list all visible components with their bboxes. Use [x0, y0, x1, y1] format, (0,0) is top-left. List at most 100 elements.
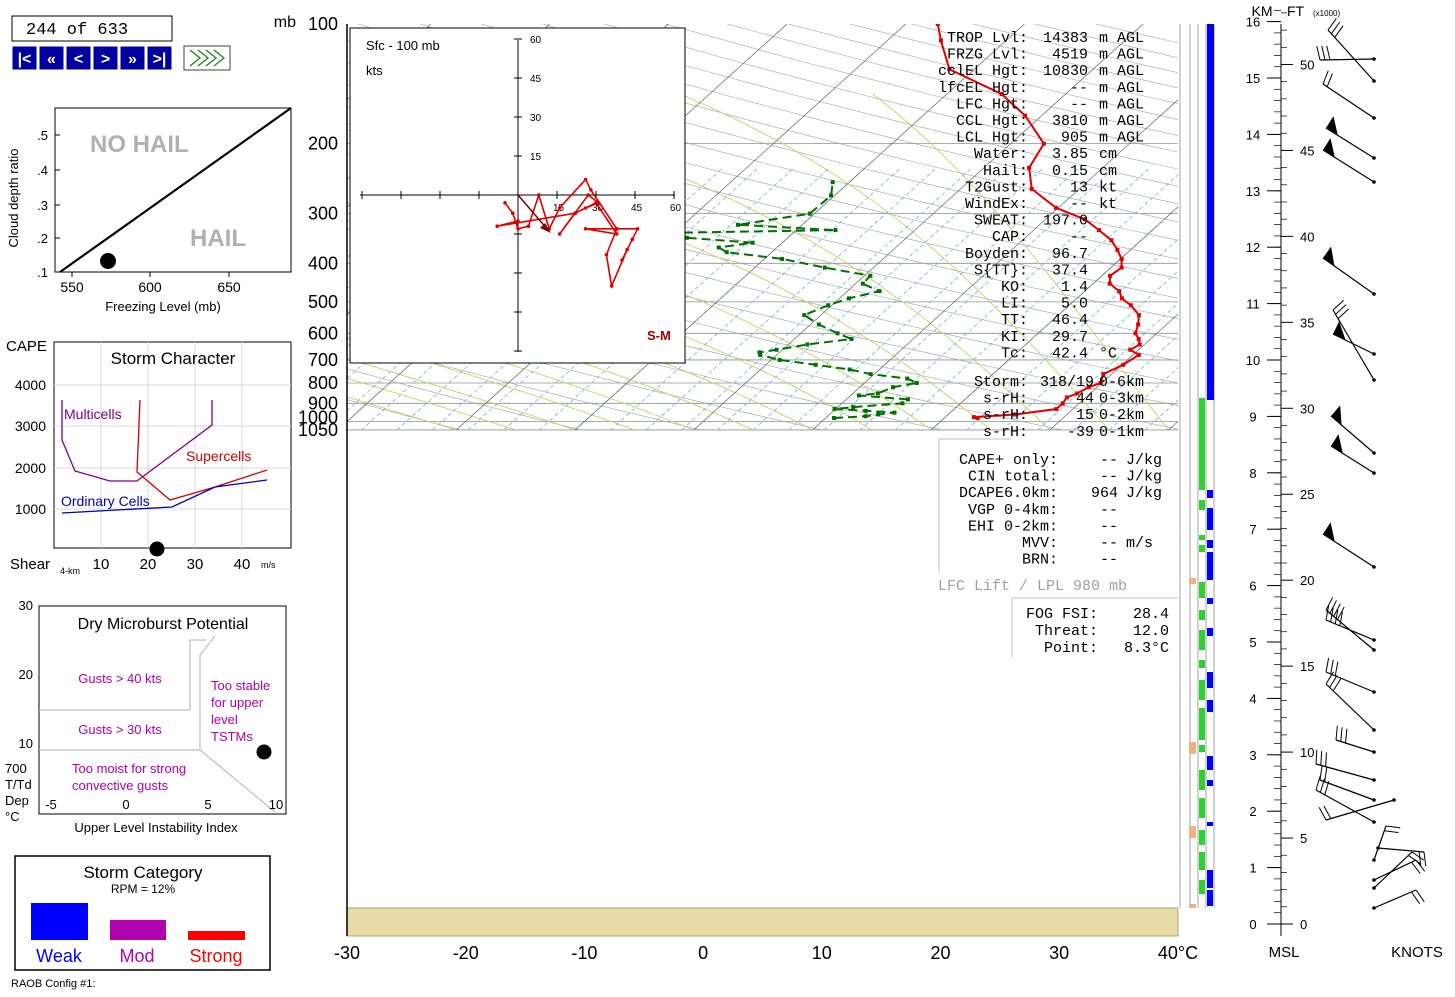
temperature-point: [1119, 265, 1124, 270]
temperature-point: [1101, 372, 1106, 377]
cape-axis-label: CAPE: [6, 338, 47, 355]
index-label: Storm:: [974, 374, 1028, 391]
index-value: --: [1070, 196, 1088, 213]
temperature-point: [1086, 385, 1091, 390]
multicells-boundary: [61, 400, 213, 482]
shear-axis-label: Shear: [10, 556, 50, 573]
gusts-30-label: Gusts > 30 kts: [78, 722, 162, 737]
next-button[interactable]: [92, 45, 119, 71]
wind-barb-feather: [1334, 661, 1339, 676]
index-value: -39: [1067, 424, 1094, 441]
wind-barb-point: [1372, 798, 1376, 802]
index-value: 13: [1070, 179, 1088, 196]
cape-tick: 4000: [15, 377, 46, 393]
index-label: EHI 0-2km:: [968, 518, 1058, 535]
dewpoint-point: [758, 352, 763, 357]
hodograph-point: [589, 188, 593, 192]
microburst-panel: Dry Microburst Potential Gusts > 40 kts …: [5, 598, 287, 835]
index-label: Tc:: [1001, 345, 1028, 362]
storm-motion-arrowhead: [540, 223, 551, 233]
ft-tick-label: 20: [1300, 573, 1314, 588]
gusts-40-label: Gusts > 40 kts: [78, 671, 162, 686]
wind-barb-feather: [1325, 597, 1334, 611]
cloud-bar-green: [1199, 682, 1205, 686]
index-label: Water:: [974, 146, 1028, 163]
wind-barb-shaft: [1330, 445, 1375, 474]
index-unit: cm: [1099, 163, 1117, 180]
dewpoint-point: [846, 296, 851, 301]
fog-value: 28.4: [1133, 606, 1169, 623]
index-label: SWEAT:: [974, 213, 1028, 230]
km-tick-label: 6: [1249, 579, 1256, 594]
wind-barb-feather: [1325, 605, 1330, 621]
multicells-label: Multicells: [64, 406, 122, 422]
index-value: 14383: [1043, 30, 1088, 47]
cloud-bar-green: [1199, 890, 1205, 894]
cloud-bar-green: [1199, 852, 1205, 870]
dewpoint-point: [826, 303, 831, 308]
dewpoint-point: [905, 376, 910, 381]
wind-barb-feather: [1329, 600, 1337, 614]
wind-barb-pennant: [1323, 246, 1335, 267]
wind-barb-shaft: [1325, 619, 1375, 641]
wind-barb-shaft: [1315, 789, 1375, 823]
strong-category-bar: [188, 931, 245, 940]
wind-barb-point: [1372, 471, 1376, 475]
storm-category-panel: Storm Category RPM = 12% Weak Mod Strong: [14, 855, 271, 971]
dewpoint-point: [805, 342, 810, 347]
index-unit: 0-6km: [1099, 374, 1144, 391]
mixing-ratio-line: [859, 167, 1151, 431]
wind-barb-feather: [1334, 609, 1339, 624]
next-fast-button[interactable]: [119, 45, 146, 71]
stability-indices: TROP Lvl: 14383 m AGL FRZG Lvl: 4519 m AGL ccl…: [938, 30, 1169, 657]
moist-adiabat: [347, 357, 576, 431]
temperature-point: [1108, 273, 1113, 278]
index-value: 905: [1061, 130, 1088, 147]
last-record-button[interactable]: [146, 45, 173, 71]
weak-category-bar: [31, 903, 88, 940]
ft-tick-label: 10: [1300, 745, 1314, 760]
index-unit: J/kg: [1126, 485, 1162, 502]
temperature-point: [1012, 412, 1017, 417]
index-label: s-rH:: [983, 424, 1028, 441]
hail-xtick: 650: [217, 279, 241, 295]
microburst-xtick: 0: [122, 797, 129, 812]
height-scale: 0123456789101112131415160510152025303540…: [1246, 9, 1314, 936]
wind-barb-feather: [1411, 861, 1421, 874]
km-tick-label: 9: [1249, 409, 1256, 424]
index-value: 964: [1091, 485, 1118, 502]
index-label: TT:: [1001, 312, 1028, 329]
supercells-boundary: [136, 399, 268, 501]
index-value: 37.4: [1052, 262, 1088, 279]
dewpoint-point: [724, 250, 729, 255]
microburst-xtick: -5: [45, 797, 57, 812]
wind-barb-point: [1376, 846, 1380, 850]
hodograph-trace: [497, 177, 639, 289]
hail-ytick: .1: [37, 265, 48, 280]
wind-barb-feather: [1319, 765, 1323, 781]
temperature-point: [1075, 391, 1080, 396]
mb-unit-label: mb: [274, 14, 296, 31]
ft-tick-label: 0: [1300, 917, 1307, 932]
cloud-layer-columns: [1179, 24, 1215, 908]
storm-character-title: Storm Character: [111, 349, 236, 368]
cloud-bar-green: [1199, 630, 1205, 650]
prev-fast-button[interactable]: [38, 45, 65, 71]
shear-tick: 10: [93, 556, 110, 573]
km-tick-label: 16: [1246, 15, 1260, 30]
index-value: --: [1100, 452, 1118, 469]
moist-adiabat: [680, 93, 1110, 431]
temp-tick-label: 10: [812, 943, 832, 963]
microburst-xtick: 10: [269, 797, 283, 812]
wind-barb-feather: [1330, 607, 1334, 623]
wind-barb-shaft: [1315, 763, 1375, 781]
index-label: WindEx:: [965, 196, 1028, 213]
prev-button[interactable]: [65, 45, 92, 71]
temperature-point: [1060, 401, 1065, 406]
first-record-button[interactable]: [11, 45, 38, 71]
pressure-tick-label: 1050: [298, 420, 338, 440]
wind-barb-feather: [1324, 767, 1328, 782]
mixing-ratio-line: [503, 167, 795, 431]
temperature-point: [947, 67, 952, 72]
temperature-point: [971, 415, 976, 420]
